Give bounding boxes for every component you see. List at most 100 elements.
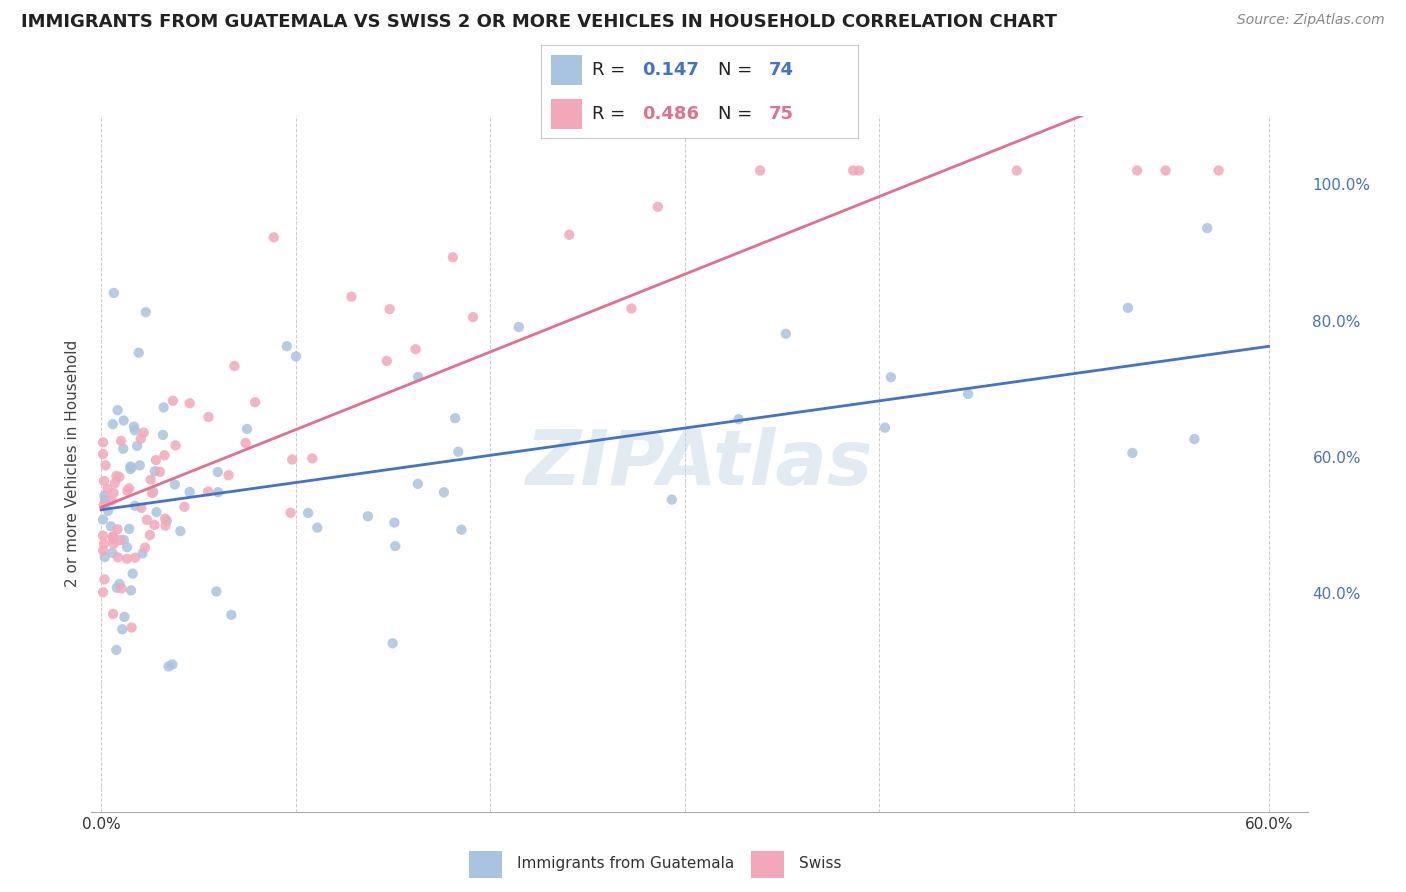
Point bbox=[107, 403, 129, 417]
Point bbox=[104, 476, 127, 491]
Point bbox=[152, 401, 174, 415]
Point bbox=[1154, 163, 1177, 178]
Point bbox=[127, 439, 149, 453]
Point bbox=[375, 354, 398, 368]
Point bbox=[243, 395, 266, 409]
FancyBboxPatch shape bbox=[751, 851, 785, 878]
Point bbox=[461, 310, 484, 324]
Point bbox=[103, 486, 125, 500]
Point bbox=[142, 484, 165, 499]
Point bbox=[775, 326, 797, 341]
Point bbox=[134, 541, 156, 555]
Text: ZIPAtlas: ZIPAtlas bbox=[526, 427, 873, 500]
Point bbox=[131, 500, 153, 515]
Point bbox=[620, 301, 643, 316]
Text: 0.147: 0.147 bbox=[643, 61, 699, 78]
Point bbox=[135, 513, 157, 527]
Point bbox=[156, 514, 179, 528]
Point bbox=[93, 474, 115, 488]
Point bbox=[112, 533, 135, 547]
Point bbox=[94, 493, 117, 508]
Text: R =: R = bbox=[592, 61, 631, 78]
Point bbox=[103, 285, 125, 300]
Point bbox=[121, 460, 143, 475]
Point bbox=[173, 500, 195, 514]
FancyBboxPatch shape bbox=[551, 99, 582, 129]
Point bbox=[207, 485, 229, 500]
Text: R =: R = bbox=[592, 105, 631, 123]
Text: 75: 75 bbox=[769, 105, 794, 123]
Point bbox=[406, 476, 429, 491]
Point bbox=[143, 464, 166, 478]
Point bbox=[110, 434, 132, 448]
Point bbox=[169, 524, 191, 538]
Point bbox=[384, 539, 406, 553]
Point bbox=[93, 536, 115, 550]
Point bbox=[124, 499, 146, 513]
Point bbox=[1005, 163, 1028, 178]
Point bbox=[91, 435, 114, 450]
Point bbox=[94, 549, 117, 564]
Point bbox=[110, 582, 132, 596]
Point bbox=[307, 521, 329, 535]
Point bbox=[221, 607, 243, 622]
Point bbox=[107, 550, 129, 565]
Point bbox=[124, 423, 146, 437]
Point bbox=[152, 428, 174, 442]
FancyBboxPatch shape bbox=[551, 55, 582, 85]
Point bbox=[100, 519, 122, 533]
Point bbox=[118, 522, 141, 536]
Point bbox=[224, 359, 246, 373]
Point bbox=[162, 657, 184, 672]
Point bbox=[1121, 446, 1143, 460]
Point bbox=[1126, 163, 1149, 178]
Y-axis label: 2 or more Vehicles in Household: 2 or more Vehicles in Household bbox=[65, 340, 80, 588]
Text: N =: N = bbox=[718, 105, 758, 123]
Point bbox=[727, 412, 749, 426]
Point bbox=[94, 458, 117, 473]
Point bbox=[842, 163, 865, 178]
Point bbox=[111, 623, 134, 637]
Point bbox=[880, 370, 903, 384]
Point bbox=[91, 585, 114, 599]
Point bbox=[107, 522, 129, 536]
Point bbox=[100, 493, 122, 508]
Point bbox=[121, 566, 143, 581]
Point bbox=[153, 448, 176, 462]
Point bbox=[263, 230, 285, 244]
Point bbox=[508, 320, 530, 334]
Point bbox=[101, 417, 124, 432]
Point bbox=[218, 468, 240, 483]
Point bbox=[120, 459, 142, 474]
Point bbox=[120, 583, 142, 598]
Text: N =: N = bbox=[718, 61, 758, 78]
Point bbox=[108, 470, 131, 484]
Point bbox=[179, 396, 201, 410]
Point bbox=[108, 533, 131, 548]
Point bbox=[128, 458, 150, 473]
Point bbox=[141, 486, 163, 500]
Point bbox=[450, 523, 472, 537]
Point bbox=[101, 546, 124, 560]
Point bbox=[101, 530, 124, 544]
Point bbox=[103, 530, 125, 544]
Point bbox=[124, 550, 146, 565]
Point bbox=[647, 200, 669, 214]
Point bbox=[162, 393, 184, 408]
Point bbox=[91, 543, 114, 558]
Point bbox=[97, 504, 120, 518]
Point bbox=[139, 473, 162, 487]
Point bbox=[197, 484, 219, 499]
Point bbox=[112, 413, 135, 427]
Point bbox=[297, 506, 319, 520]
Point bbox=[101, 532, 124, 546]
Point bbox=[153, 511, 176, 525]
Point bbox=[112, 442, 135, 456]
Point bbox=[661, 492, 683, 507]
Point bbox=[108, 577, 131, 591]
Point bbox=[139, 528, 162, 542]
Point bbox=[207, 465, 229, 479]
Point bbox=[135, 305, 157, 319]
Text: 74: 74 bbox=[769, 61, 794, 78]
Point bbox=[103, 537, 125, 551]
